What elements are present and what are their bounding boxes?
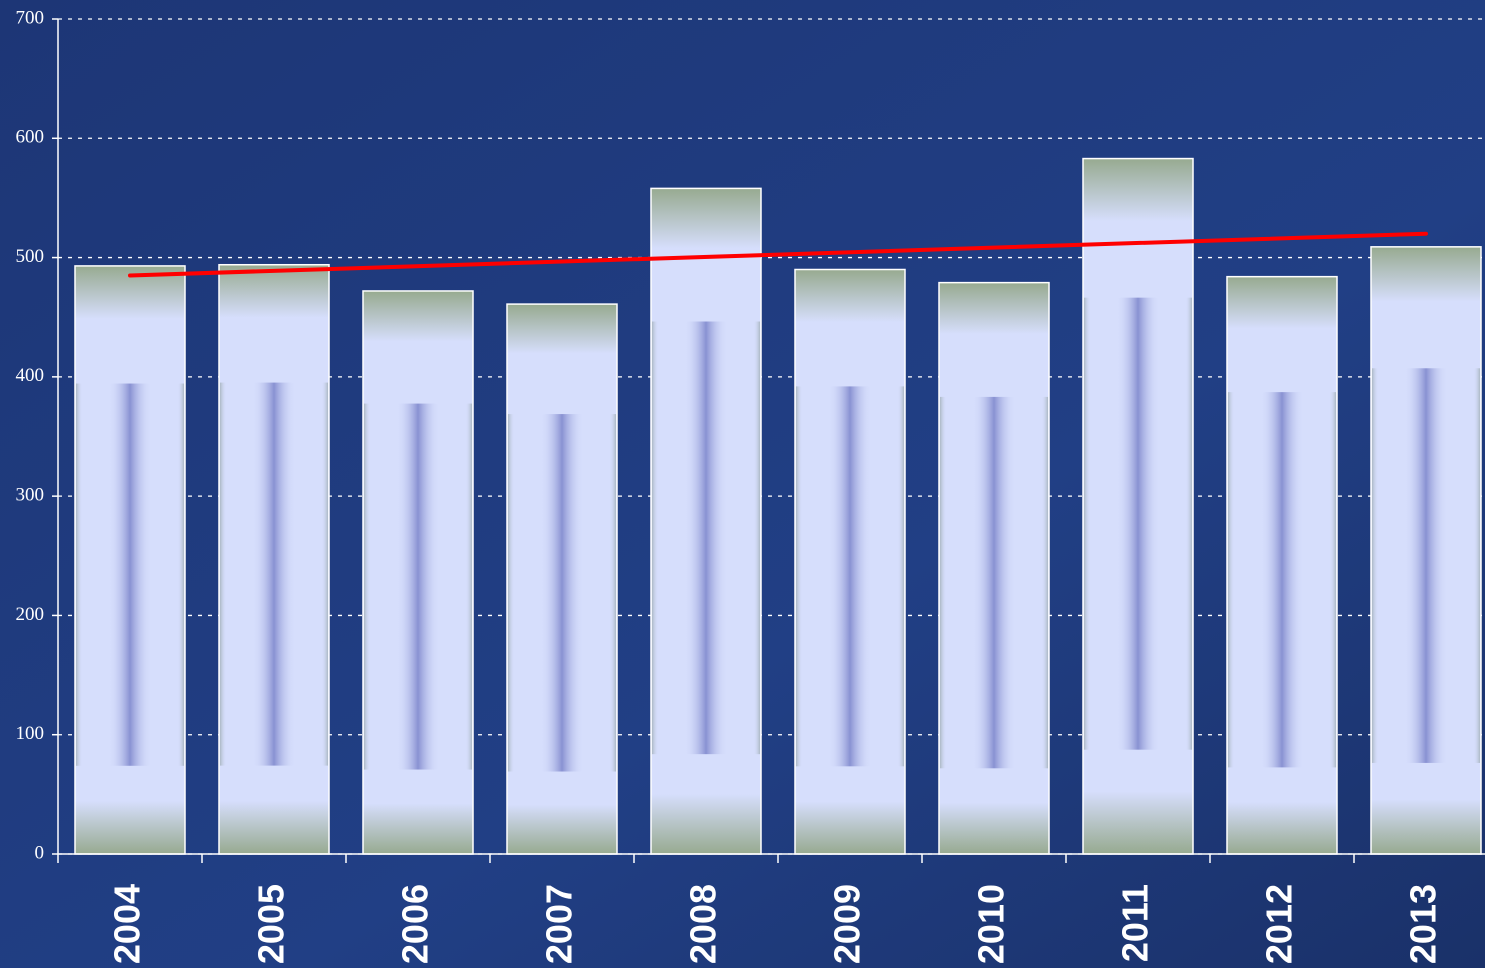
y-tick-label: 300 (16, 485, 45, 506)
bar-shine (1084, 297, 1192, 750)
x-tick-label: 2013 (1403, 884, 1444, 964)
x-tick-label: 2008 (683, 884, 724, 964)
y-tick-label: 0 (35, 842, 45, 863)
x-tick-label: 2007 (539, 884, 580, 964)
y-tick-label: 500 (16, 246, 45, 267)
x-tick-label: 2004 (107, 884, 148, 964)
bar-shine (364, 403, 472, 770)
bar-shine (796, 386, 904, 767)
bar-shine (76, 383, 184, 766)
x-tick-label: 2011 (1115, 884, 1156, 962)
y-tick-label: 100 (16, 723, 45, 744)
x-tick-label: 2012 (1259, 884, 1300, 964)
y-tick-label: 600 (16, 127, 45, 148)
bar-shine (220, 382, 328, 766)
y-tick-label: 200 (16, 604, 45, 625)
x-tick-label: 2005 (251, 884, 292, 964)
bar-shine (1372, 368, 1480, 763)
trend-line (128, 231, 1428, 278)
x-tick-label: 2009 (827, 884, 868, 964)
bar-shine (1228, 392, 1336, 768)
x-tick-label: 2010 (971, 884, 1012, 964)
bar-shine (652, 321, 760, 755)
bar-shine (940, 396, 1048, 769)
y-tick-label: 700 (16, 7, 45, 28)
bar-shine (508, 414, 616, 772)
x-tick-label: 2006 (395, 884, 436, 964)
y-tick-label: 400 (16, 365, 45, 386)
